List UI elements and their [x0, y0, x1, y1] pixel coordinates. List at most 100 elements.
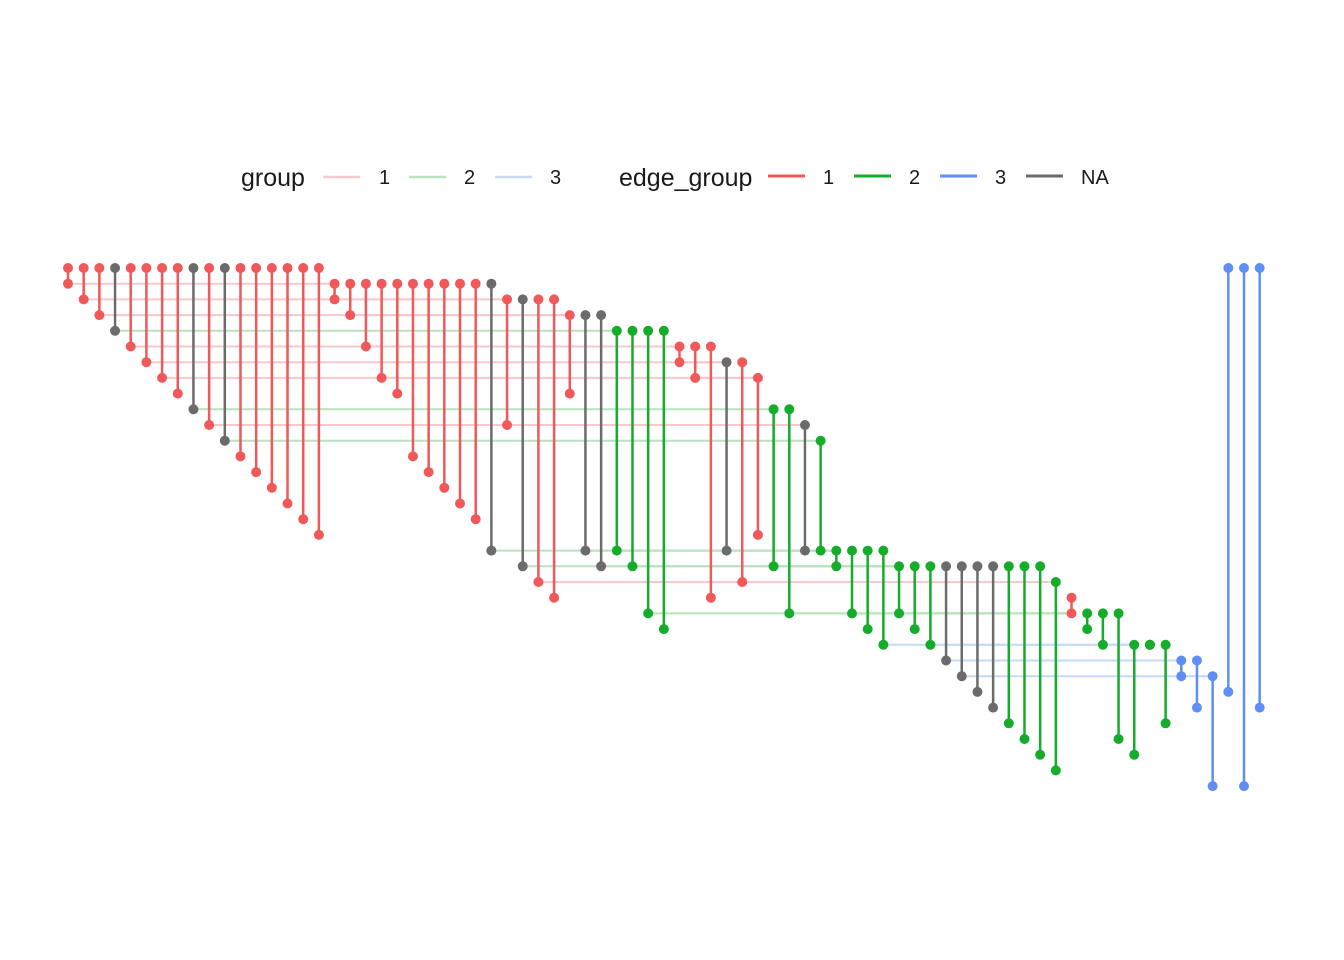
node-bottom — [345, 310, 356, 321]
node-bottom — [455, 498, 465, 509]
node-bottom — [78, 294, 89, 305]
node-bottom — [941, 655, 952, 666]
node-top — [1191, 655, 1202, 666]
node-top — [721, 357, 732, 368]
node-top — [125, 263, 136, 273]
node-bottom — [721, 545, 732, 556]
node-top — [1239, 263, 1249, 273]
node-top — [455, 278, 465, 289]
node-bottom — [360, 341, 371, 352]
legend-edge-group: edge_group 1 2 3 NA — [619, 164, 1109, 192]
node-top — [1050, 577, 1061, 587]
node-top — [423, 278, 434, 289]
node-top — [266, 263, 277, 273]
legend-edge-label-na: NA — [1081, 167, 1109, 189]
node-bottom — [784, 608, 795, 619]
node-bottom — [502, 420, 513, 430]
node-bottom — [282, 498, 293, 509]
node-bottom — [847, 608, 857, 619]
node-top — [141, 263, 152, 273]
node-bottom — [298, 514, 309, 525]
node-top — [580, 310, 591, 321]
node-top — [847, 545, 857, 556]
node-bottom — [1129, 749, 1140, 760]
node-bottom — [1066, 592, 1077, 603]
legend: group 1 2 3 edge_group 1 2 3 NA — [241, 164, 1109, 192]
node-top — [988, 561, 999, 572]
node-bottom — [705, 592, 716, 603]
node-top — [1066, 608, 1077, 619]
node-top — [517, 294, 528, 305]
legend-edge-label-1: 1 — [823, 167, 834, 189]
node-bottom — [235, 451, 246, 462]
node-bottom — [580, 545, 591, 556]
node-top — [1082, 608, 1093, 619]
legend-edge-label-2: 2 — [909, 167, 920, 189]
node-bottom — [956, 671, 967, 682]
legend-group-label-2: 2 — [464, 167, 475, 189]
node-top — [768, 404, 779, 415]
legend-group-label-1: 1 — [379, 167, 390, 189]
node-bottom — [172, 388, 183, 399]
node-bottom — [564, 388, 575, 399]
node-top — [596, 310, 607, 321]
node-top — [407, 278, 418, 289]
node-bottom — [815, 545, 826, 556]
node-bottom — [972, 686, 983, 697]
node-bottom — [1003, 718, 1014, 729]
node-top — [878, 545, 889, 556]
node-top — [799, 420, 810, 430]
node-bottom — [596, 561, 607, 572]
node-top — [313, 263, 324, 273]
node-bottom — [862, 624, 873, 635]
node-bottom — [407, 451, 418, 462]
node-bottom — [1223, 686, 1234, 697]
node-bottom — [1254, 702, 1265, 713]
nodes — [63, 263, 1265, 792]
node-bottom — [533, 577, 544, 587]
node-top — [251, 263, 262, 273]
node-bottom — [313, 529, 324, 540]
node-bottom — [1191, 702, 1202, 713]
node-top — [502, 294, 513, 305]
node-bottom — [517, 561, 528, 572]
node-top — [549, 294, 560, 305]
node-bottom — [909, 624, 920, 635]
node-bottom — [157, 372, 168, 383]
node-top — [157, 263, 168, 273]
node-top — [486, 278, 497, 289]
node-bottom — [219, 435, 230, 446]
node-bottom — [204, 420, 215, 430]
node-top — [611, 325, 622, 336]
node-top — [1207, 671, 1218, 682]
node-bottom — [141, 357, 152, 368]
node-top — [329, 278, 340, 289]
node-top — [345, 278, 356, 289]
node-top — [94, 263, 105, 273]
node-top — [1035, 561, 1046, 572]
node-top — [392, 278, 403, 289]
node-bottom — [486, 545, 497, 556]
node-top — [894, 561, 905, 572]
legend-group-label-3: 3 — [550, 167, 561, 189]
node-bottom — [737, 577, 748, 587]
node-bottom — [658, 624, 669, 635]
node-top — [298, 263, 309, 273]
node-bottom — [110, 325, 121, 336]
node-top — [63, 263, 73, 273]
node-bottom — [768, 561, 779, 572]
node-bottom — [925, 639, 936, 650]
node-bottom — [1207, 781, 1218, 792]
node-top — [956, 561, 967, 572]
node-top — [627, 325, 638, 336]
node-top — [925, 561, 936, 572]
node-bottom — [1035, 749, 1046, 760]
node-bottom — [1144, 639, 1155, 650]
node-top — [78, 263, 89, 273]
node-bottom — [643, 608, 654, 619]
node-top — [752, 372, 763, 383]
node-bottom — [549, 592, 560, 603]
node-top — [1003, 561, 1014, 572]
legend-edge-label-3: 3 — [995, 167, 1006, 189]
